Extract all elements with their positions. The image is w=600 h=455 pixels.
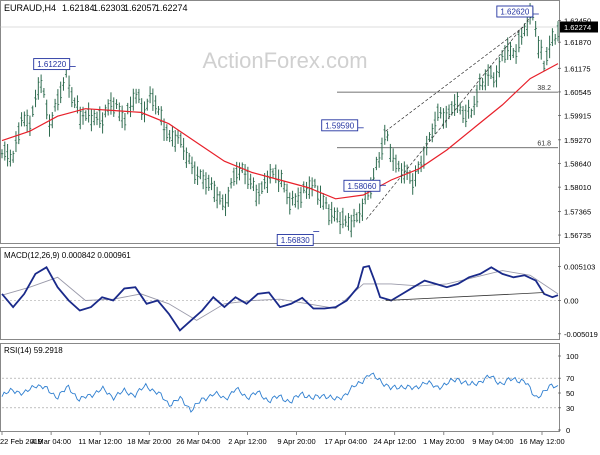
price-level-box [343,179,381,192]
price-header: EURAUD,H4 1.62184 1.62303 1.62057 1.6227… [4,3,188,13]
price-y-axis: 1.62450 1.61870 1.61175 1.60545 1.59915 1.592… [558,16,598,240]
macd-line [1,264,559,332]
x-tick-label: 9 Apr 20:00 [277,437,315,446]
price-level-box [496,5,534,18]
symbol-label: EURAUD,H4 [4,3,56,13]
x-tick-label: 24 Apr 12:00 [373,437,416,446]
rsi-y-tick-label: 0 [566,426,570,435]
current-price-label: 1.62274 [564,23,591,32]
price-bars [0,3,560,238]
rsi-y-tick-label: 50 [566,389,574,398]
price-y-tick-label: 1.59915 [564,112,591,121]
x-tick-label: 9 May 04:00 [472,437,513,446]
price-y-tick-label: 1.57365 [564,207,591,216]
price-level-label: 1.56830 [281,236,310,245]
channel-dashed-line [385,25,525,132]
price-y-tick-label: 1.61175 [564,64,591,73]
price-level-label: 1.61220 [37,60,66,69]
macd-trendline [385,292,545,301]
price-reference-lines: 38.2 61.8 [0,26,558,149]
open-value: 1.62184 [62,3,95,13]
macd-y-tick-label: -0.005019 [564,330,598,339]
price-level-label: 1.62620 [500,8,529,17]
fib-level-label: 38.2 [537,85,551,92]
fib-level-label: 61.8 [537,141,551,148]
rsi-lines [1,372,559,413]
rsi-title: RSI(14) 59.2918 [4,346,63,355]
macd-title: MACD(12,26,9) 0.000842 0.000961 [4,251,131,260]
macd-signal-line [1,270,559,321]
rsi-line [1,372,559,413]
channel-dashed-line [365,13,534,220]
x-tick-label: 2 Apr 12:00 [228,437,266,446]
macd-y-axis: 0.005103 0.00 -0.005019 [558,263,598,339]
moving-average-line [1,63,559,200]
rsi-y-tick-label: 70 [566,374,574,383]
price-level-box [321,119,359,132]
macd-y-tick-label: 0.00 [564,296,579,305]
x-tick-label: 17 Apr 04:00 [324,437,367,446]
price-y-tick-label: 1.61870 [564,38,591,47]
watermark-text: ActionForex.com [202,48,367,73]
price-level-label: 1.59590 [325,121,354,130]
rsi-y-tick-label: 100 [566,352,579,361]
price-lines [1,13,559,220]
x-tick-label: 11 Mar 12:00 [78,437,122,446]
price-y-tick-label: 1.62450 [564,16,591,25]
rsi-y-axis: 100 70 50 30 0 [558,352,579,435]
close-value: 1.62274 [155,3,188,13]
high-value: 1.62303 [93,3,126,13]
price-level-box [276,234,314,246]
price-level-box [33,58,71,71]
price-panel-frame [0,0,560,244]
rsi-panel-frame [0,343,560,432]
x-tick-label: 18 Mar 20:00 [127,437,171,446]
macd-y-tick-label: 0.005103 [564,263,595,272]
price-y-tick-label: 1.60545 [564,88,591,97]
price-level-label: 1.58060 [347,182,376,191]
price-y-tick-label: 1.59270 [564,136,591,145]
macd-panel-frame [0,247,560,340]
low-value: 1.62057 [124,3,157,13]
rsi-y-tick-label: 30 [566,404,574,413]
x-tick-label: 26 Mar 04:00 [176,437,220,446]
price-annotations: 1.61220 1.59590 1.58060 1.56830 1.62620 [33,5,539,246]
x-tick-label: 4 Mar 04:00 [31,437,71,446]
price-y-tick-label: 1.58640 [564,159,591,168]
price-y-tick-label: 1.58010 [564,183,591,192]
x-tick-label: 22 Feb 2019 [0,437,42,446]
x-tick-label: 16 May 12:00 [519,437,564,446]
current-price-box [560,21,598,33]
price-y-tick-label: 1.56735 [564,231,591,240]
macd-lines [1,264,559,332]
x-tick-label: 1 May 20:00 [423,437,464,446]
